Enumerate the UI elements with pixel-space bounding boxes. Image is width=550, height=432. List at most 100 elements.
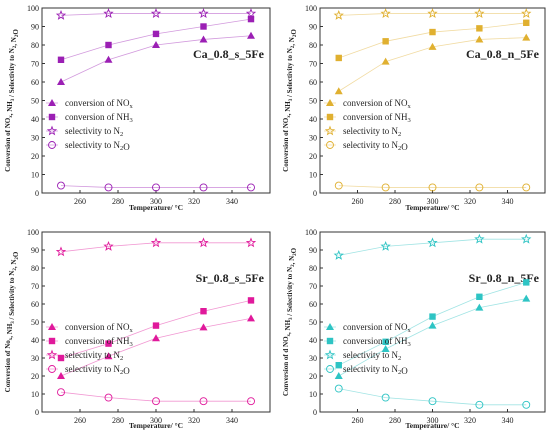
chart-title: Ca_0.8_s_5Fe [193,47,265,61]
data-point [475,183,484,192]
legend-marker [48,99,56,106]
y-tick-label: 30 [309,354,317,363]
data-point [152,334,160,342]
data-point [198,8,209,18]
y-tick-label: 0 [313,189,317,198]
data-point [522,400,531,409]
data-point [199,397,208,406]
x-tick-label: 300 [150,416,162,425]
legend-label: conversion of NH3 [65,112,133,124]
data-point [474,8,485,18]
legend-label: selectivity to N2 [65,126,123,138]
data-point [523,19,530,26]
y-tick-label: 60 [309,300,317,309]
legend-marker [324,349,336,360]
y-tick-label: 50 [309,318,317,327]
y-tick-label: 100 [27,4,39,13]
series-line-4 [60,185,251,188]
legend-marker [326,141,334,149]
data-point [335,362,342,369]
chart-panel-2: 0 10 20 30 40 50 60 70 80 90 100 260 280 300 320 340 Tem… [282,4,546,212]
data-point [199,323,208,331]
data-point [521,8,532,18]
y-tick-label: 30 [31,354,39,363]
x-tick-label: 260 [74,197,86,206]
legend-marker [48,337,56,345]
data-point [381,57,390,65]
legend-marker [48,365,56,373]
data-point [57,56,65,63]
legend-marker [48,323,56,330]
y-tick-label: 70 [309,282,317,291]
data-point [428,183,437,192]
legend-marker [324,125,336,136]
x-tick-label: 300 [427,416,439,425]
data-point [152,30,160,38]
series-line-4 [338,185,527,188]
chart-panel-4: 0 10 20 30 40 50 60 70 80 90 100 260 280 300 320 340 Tem… [282,228,546,430]
x-tick-label: 340 [502,197,514,206]
data-point [475,35,484,43]
y-tick-label: 0 [35,189,39,198]
data-point [245,237,257,248]
x-tick-label: 280 [389,416,401,425]
y-axis-label: Conversion of Nox, NH3 / Selectivity to … [4,251,20,392]
data-point [334,372,343,379]
series-line-3 [60,13,251,16]
y-tick-label: 70 [31,60,39,69]
data-point [476,293,483,300]
data-point [428,321,437,329]
y-tick-label: 100 [305,4,317,13]
y-tick-label: 0 [35,408,39,417]
data-point [152,322,160,329]
y-tick-label: 40 [309,336,317,345]
legend-label: selectivity to N2O [65,140,130,152]
y-tick-label: 60 [31,78,39,87]
y-tick-label: 70 [31,282,39,291]
data-point [103,8,114,18]
legend-label: conversion of NOx [343,322,412,334]
data-point [428,42,437,50]
data-point [152,41,160,48]
data-point [476,25,483,32]
legend-marker [326,365,334,373]
data-point [247,15,255,23]
data-point [381,183,390,192]
data-point [523,279,530,286]
x-tick-label: 300 [150,197,162,206]
x-tick-label: 300 [427,197,439,206]
y-tick-label: 10 [31,390,39,399]
data-point [382,38,389,45]
legend-marker [48,113,56,121]
legend-label: conversion of NOx [65,322,134,334]
series-line-4 [60,391,251,402]
y-tick-label: 60 [309,78,317,87]
x-tick-label: 340 [226,416,238,425]
legend-label: conversion of NH3 [65,336,133,348]
data-point [381,345,390,352]
x-tick-label: 340 [502,416,514,425]
legend-marker [48,141,56,149]
y-axis-label: Conversion of NOx, NH3 / Selectivity to … [4,29,20,172]
legend-marker [326,323,334,330]
data-point [198,237,209,248]
data-point [427,8,438,18]
x-tick-label: 320 [188,197,200,206]
data-point [333,249,344,260]
data-point [427,237,438,248]
data-point [247,314,255,322]
x-tick-label: 260 [352,197,364,206]
legend-label: selectivity to N2 [343,126,401,138]
chart-title: Sr_0.8_s_5Fe [196,271,265,285]
data-point [334,181,343,190]
data-point [380,240,391,251]
legend-marker [326,337,334,345]
data-point [475,400,484,409]
y-axis-label: Conversion of d NOx, NH3 / Selectivity t… [282,247,298,396]
data-point [105,41,112,49]
y-tick-label: 90 [31,23,39,32]
x-axis-label: Temperature/ °C [129,203,183,212]
y-tick-label: 100 [305,228,317,237]
legend-label: conversion of NOx [65,98,134,110]
